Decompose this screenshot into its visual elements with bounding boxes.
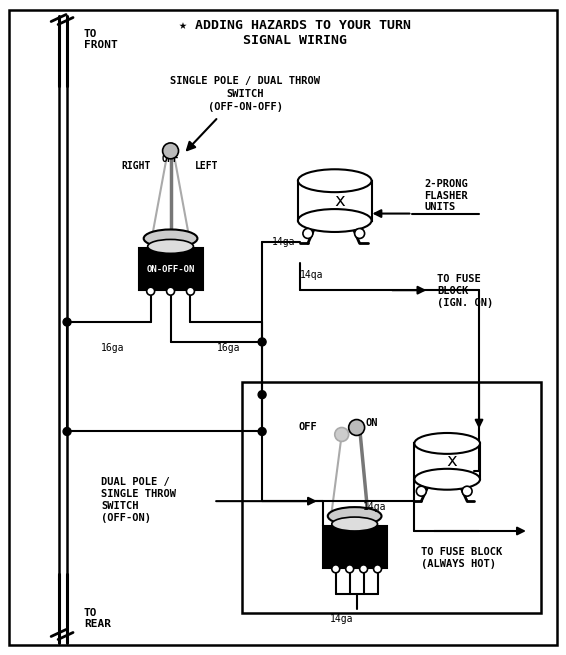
Text: TO FUSE BLOCK: TO FUSE BLOCK bbox=[421, 547, 503, 557]
Text: ON-OFF-ON: ON-OFF-ON bbox=[147, 265, 195, 274]
Circle shape bbox=[186, 287, 195, 295]
Text: x: x bbox=[447, 453, 457, 470]
Text: (ALWAYS HOT): (ALWAYS HOT) bbox=[421, 559, 496, 569]
Text: OFF: OFF bbox=[162, 154, 179, 164]
Bar bbox=[242, 382, 541, 612]
Circle shape bbox=[374, 565, 381, 572]
Circle shape bbox=[147, 287, 155, 295]
Text: 14ga: 14ga bbox=[330, 614, 353, 624]
Text: TO
REAR: TO REAR bbox=[84, 608, 111, 629]
Text: SINGLE POLE / DUAL THROW: SINGLE POLE / DUAL THROW bbox=[170, 76, 320, 86]
Circle shape bbox=[335, 428, 349, 441]
Ellipse shape bbox=[414, 433, 480, 454]
Text: RIGHT: RIGHT bbox=[121, 160, 151, 171]
Circle shape bbox=[162, 143, 178, 159]
Text: SWITCH: SWITCH bbox=[226, 89, 264, 99]
Text: SWITCH: SWITCH bbox=[101, 501, 139, 511]
Text: 14ga: 14ga bbox=[272, 237, 295, 248]
Text: 16ga: 16ga bbox=[101, 343, 125, 353]
Circle shape bbox=[258, 338, 266, 346]
Ellipse shape bbox=[148, 240, 194, 253]
Text: TO FUSE: TO FUSE bbox=[438, 274, 481, 284]
Text: OFF: OFF bbox=[298, 422, 318, 432]
Circle shape bbox=[303, 229, 313, 238]
Bar bbox=[414, 443, 480, 479]
Text: TO
FRONT: TO FRONT bbox=[84, 29, 118, 50]
Text: ON: ON bbox=[365, 417, 378, 428]
Text: SINGLE THROW: SINGLE THROW bbox=[101, 489, 176, 499]
Bar bbox=[323, 526, 388, 568]
Circle shape bbox=[417, 486, 426, 496]
Circle shape bbox=[332, 565, 340, 572]
Circle shape bbox=[166, 287, 174, 295]
Text: (IGN. ON): (IGN. ON) bbox=[438, 298, 494, 308]
Text: (OFF-ON): (OFF-ON) bbox=[101, 513, 151, 523]
Text: ★ ADDING HAZARDS TO YOUR TURN: ★ ADDING HAZARDS TO YOUR TURN bbox=[179, 19, 411, 32]
Circle shape bbox=[355, 229, 365, 238]
Circle shape bbox=[462, 486, 472, 496]
Ellipse shape bbox=[298, 209, 371, 232]
Text: LEFT: LEFT bbox=[195, 160, 218, 171]
Text: 2-PRONG
FLASHER
UNITS: 2-PRONG FLASHER UNITS bbox=[424, 179, 468, 212]
Text: BLOCK: BLOCK bbox=[438, 286, 469, 296]
Ellipse shape bbox=[144, 229, 198, 248]
Bar bbox=[139, 248, 203, 290]
Text: 16ga: 16ga bbox=[217, 343, 240, 353]
Text: SIGNAL WIRING: SIGNAL WIRING bbox=[243, 34, 347, 47]
Circle shape bbox=[258, 428, 266, 436]
Text: (OFF-ON-OFF): (OFF-ON-OFF) bbox=[208, 102, 282, 112]
Ellipse shape bbox=[414, 469, 480, 490]
Circle shape bbox=[63, 428, 71, 436]
Circle shape bbox=[258, 390, 266, 399]
Circle shape bbox=[346, 565, 354, 572]
Circle shape bbox=[63, 318, 71, 326]
Ellipse shape bbox=[328, 507, 381, 525]
Ellipse shape bbox=[332, 517, 378, 531]
Bar bbox=[298, 181, 371, 221]
Ellipse shape bbox=[298, 169, 371, 192]
Text: 14ga: 14ga bbox=[363, 502, 386, 512]
Text: DUAL POLE /: DUAL POLE / bbox=[101, 477, 170, 487]
Circle shape bbox=[349, 420, 365, 436]
Circle shape bbox=[359, 565, 367, 572]
Text: x: x bbox=[335, 192, 345, 210]
Text: 14qa: 14qa bbox=[300, 271, 323, 280]
